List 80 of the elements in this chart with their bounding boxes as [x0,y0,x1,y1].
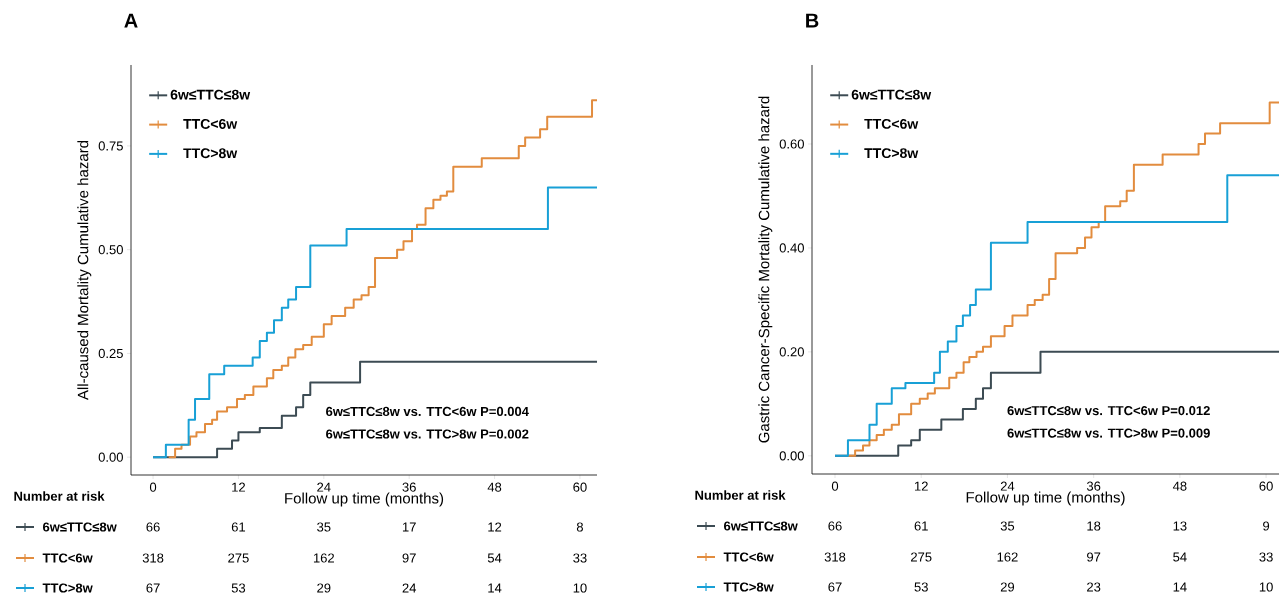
legend-label: 6w≤TTC≤8w [43,522,117,532]
text: 66 [828,521,842,531]
text: 162 [997,552,1018,562]
x-tick-label: 12 [914,481,928,491]
text: 8 [576,522,583,532]
text: 61 [914,521,928,531]
x-tick-label: 48 [1172,481,1187,491]
y-tick-label: 0.00 [98,452,123,462]
annotation: 6w≤TTC≤8w vs. TTC<6w P=0.012 [1007,406,1210,416]
y-tick-label: 0.20 [779,347,804,357]
legend-label: TTC<6w [864,118,919,129]
x-tick-label: 24 [1000,481,1015,491]
text: 275 [911,552,932,562]
text: 275 [228,553,249,563]
text: 67 [146,583,160,593]
text: TTC<6w [42,553,93,563]
text: 318 [824,552,846,562]
y-tick-label: 0.00 [779,451,804,461]
text: 13 [1173,521,1187,531]
x-tick-label: 36 [1086,481,1101,491]
y-tick-label: 0.75 [98,141,123,151]
text: 61 [231,522,246,532]
text: 53 [914,582,928,592]
chart-title: B [806,13,819,28]
text: 18 [1087,521,1101,531]
text: 67 [828,582,842,592]
text: Number at risk [695,490,786,500]
text: 14 [1173,582,1187,592]
text: Number at risk [14,491,105,501]
x-tick-label: 0 [831,481,839,491]
x-axis-title: Follow up time (months) [966,491,1125,506]
annotation: 6w≤TTC≤8w vs. TTC>8w P=0.009 [1007,428,1210,438]
chart-title: A [124,13,138,28]
y-tick-label: 0.60 [779,139,804,149]
text: 66 [146,522,160,532]
legend-label: TTC>8w [864,148,919,159]
text: 97 [1087,552,1101,562]
legend-label: TTC>8w [183,148,238,159]
x-tick-label: 0 [149,482,157,492]
text: 17 [402,522,416,532]
x-axis-title: Follow up time (months) [285,492,444,507]
y-axis-title: All-caused Mortality Cumulative hazard [77,140,92,401]
y-tick-label: 0.50 [98,245,123,255]
text: 6w≤TTC≤8w [851,89,932,100]
text: 9 [1263,521,1270,531]
text: 162 [313,553,334,563]
x-tick-label: 24 [317,482,331,492]
annotation: 6w≤TTC≤8w vs. TTC<6w P=0.004 [326,406,529,417]
text: 10 [1259,582,1273,592]
text: 29 [1000,582,1015,592]
text: 14 [488,583,502,593]
x-tick-label: 48 [487,482,502,492]
text: TTC>8w [723,582,774,592]
text: 6w≤TTC≤8w [170,89,251,100]
text: 35 [317,522,331,532]
text: 54 [487,553,502,563]
text: 24 [402,583,417,593]
text: 12 [488,522,502,532]
y-tick-label: 0.40 [779,243,804,253]
x-tick-label: 36 [402,482,416,492]
text: 23 [1087,582,1101,592]
text: 33 [573,553,587,563]
text: 10 [573,583,587,593]
text: 318 [142,553,164,563]
text: 53 [231,583,246,593]
text: TTC>8w [42,583,93,593]
text: 54 [1173,552,1187,562]
text: 35 [1000,521,1015,531]
x-tick-label: 60 [573,482,587,492]
y-axis-title: Gastric Cancer-Specific Mortality Cumulative hazard [758,96,773,443]
legend-label: TTC<6w [183,118,238,129]
y-tick-label: 0.25 [98,348,123,359]
x-tick-label: 60 [1259,481,1273,491]
text: 29 [317,583,331,593]
annotation: 6w≤TTC≤8w vs. TTC>8w P=0.002 [326,429,529,439]
legend-label: 6w≤TTC≤8w [724,521,798,531]
text: 97 [402,553,416,563]
text: TTC<6w [723,552,774,562]
text: 33 [1259,552,1273,562]
x-tick-label: 12 [232,482,245,492]
